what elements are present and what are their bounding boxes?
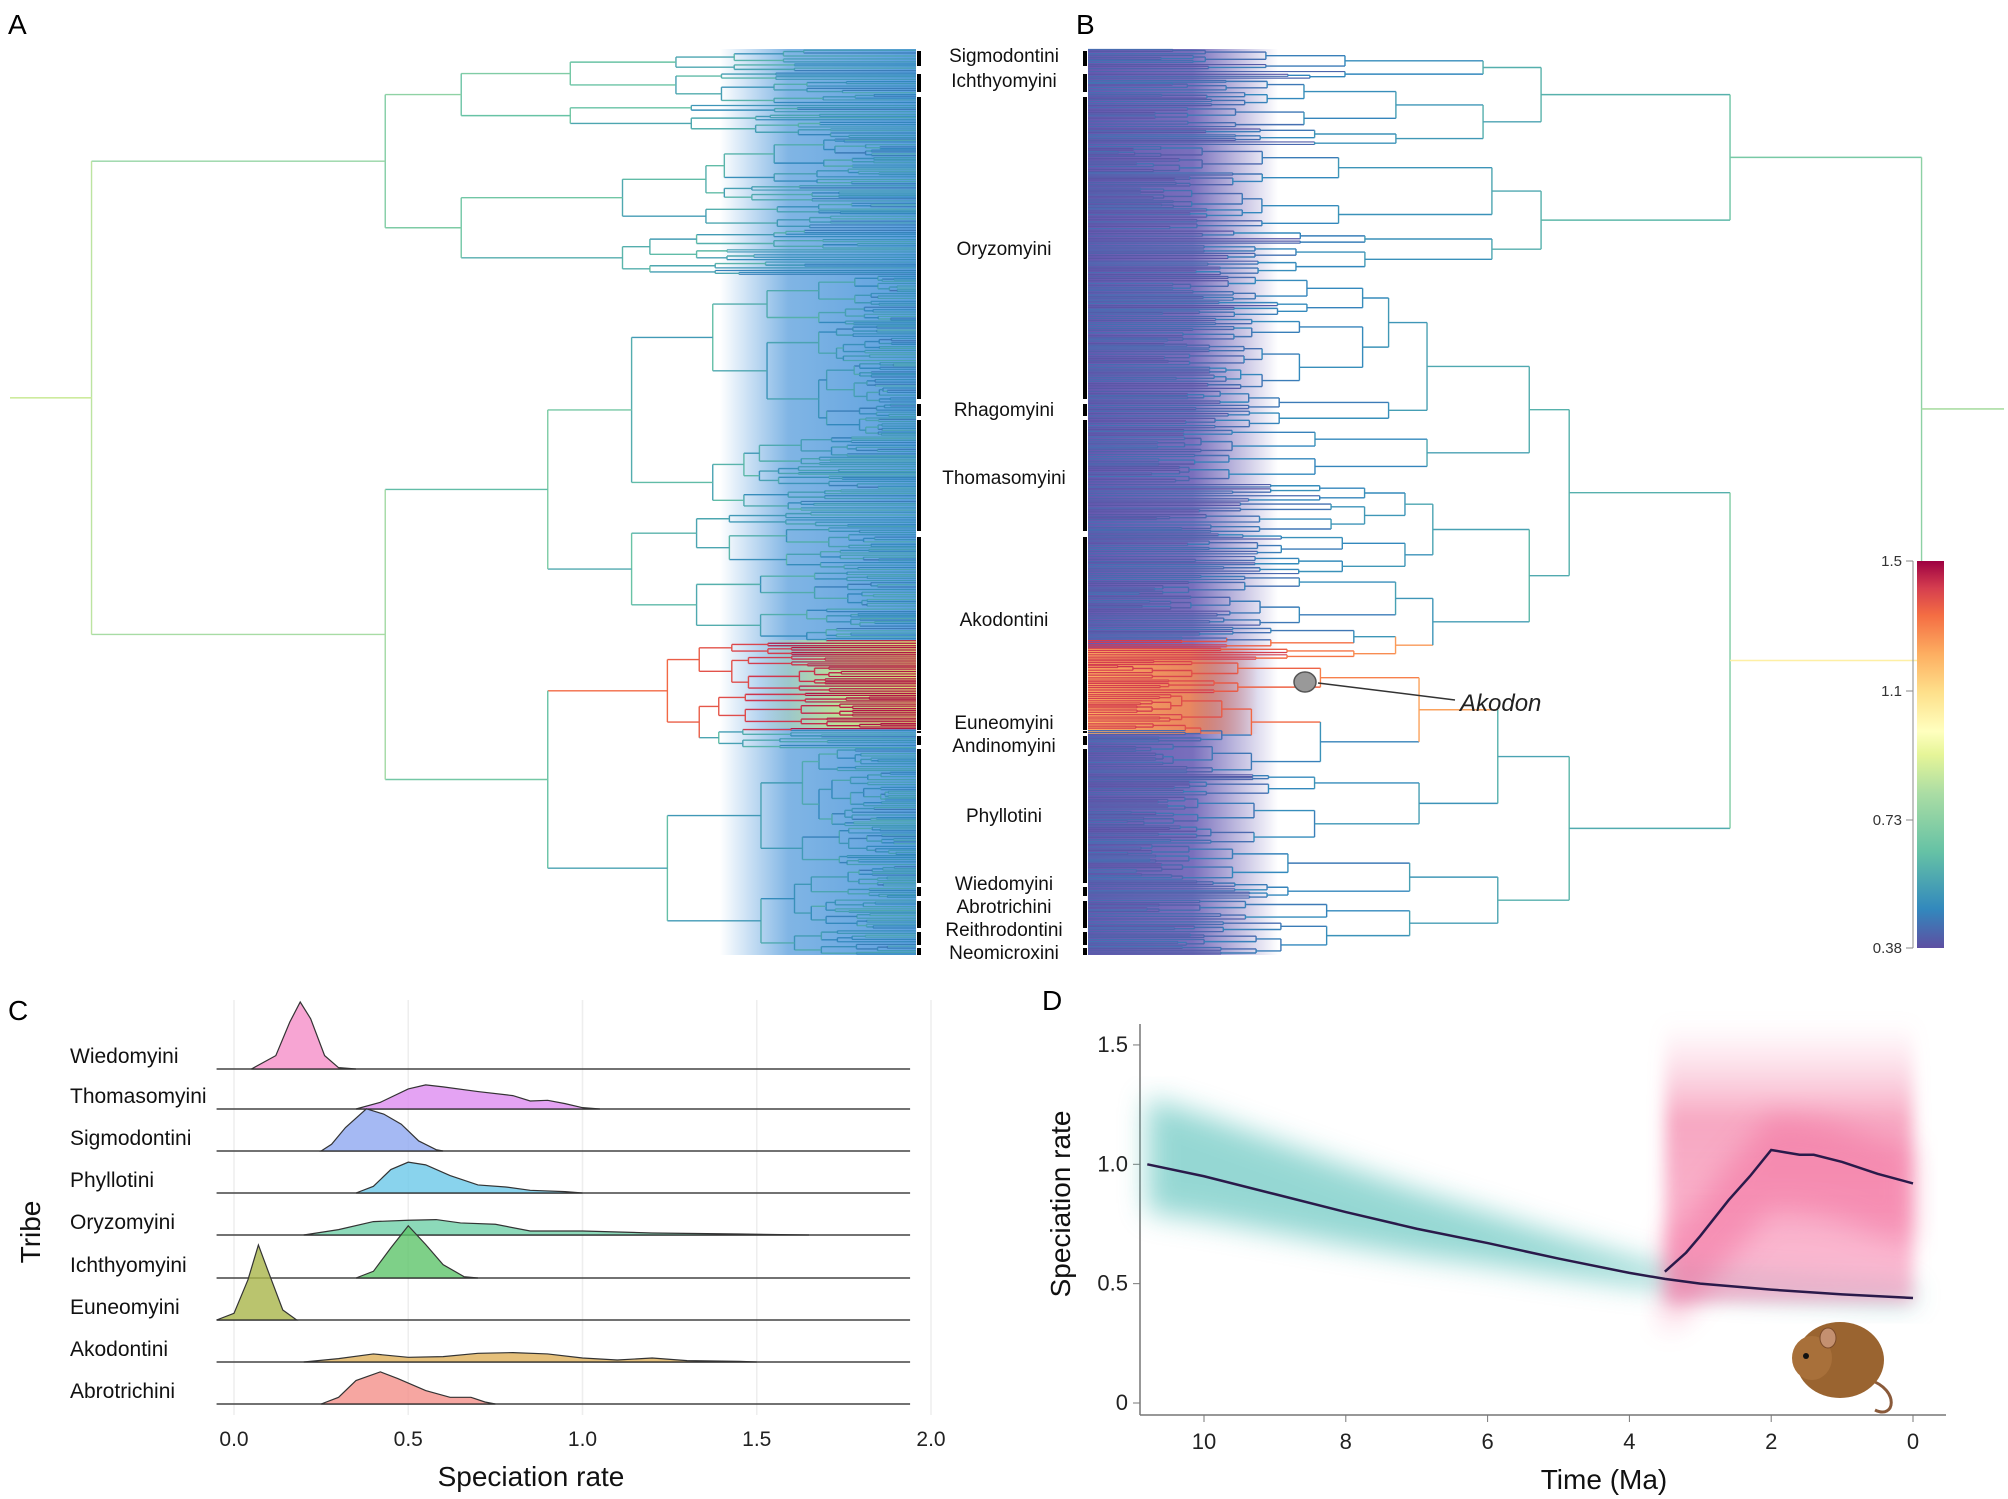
tribe-axis-label: Phyllotini (70, 1169, 154, 1192)
x-tick-label: 0.5 (394, 1428, 423, 1451)
tribe-labels: Sigmodontini Ichthyomyini Oryzomyini Rhagom… (917, 46, 1087, 964)
y-tick-label: 1.5 (1097, 1032, 1128, 1057)
x-tick-label: 1.5 (742, 1428, 771, 1451)
panel-label-d: D (1042, 985, 1062, 1016)
tribe-label: Rhagomyini (954, 400, 1054, 421)
tribe-label: Neomicroxini (949, 943, 1059, 964)
tribe-label: Andinomyini (952, 736, 1056, 757)
tribe-axis-label: Akodontini (70, 1338, 168, 1361)
y-axis-title: Speciation rate (1045, 1111, 1076, 1298)
tribe-label: Wiedomyini (955, 874, 1053, 895)
ridgeline-chart: 0.0 0.5 1.0 1.5 2.0 Wiedomyini Thomasomyini Sig… (15, 1000, 946, 1492)
colorbar-ticks: 1.5 1.1 0.73 0.38 (1873, 553, 1913, 957)
mouse-head (1792, 1336, 1832, 1380)
tribe-axis-label: Wiedomyini (70, 1045, 179, 1068)
background-rate-line (1147, 1163, 1914, 1300)
density-ridge-akodontini (303, 1352, 757, 1363)
tribe-axis-label: Abrotrichini (70, 1380, 175, 1403)
colorbar: 1.5 1.1 0.73 0.38 (1873, 553, 1944, 957)
density-ridge-abrotrichini (320, 1371, 496, 1405)
density-ridge-ichthyomyini (355, 1224, 479, 1279)
density-ridge-oryzomyini (303, 1218, 810, 1236)
colorbar-tick-label: 1.1 (1881, 683, 1902, 700)
akodon-label: Akodon (1458, 690, 1541, 717)
mouse-illustration (1792, 1322, 1893, 1414)
x-tick-label: 2 (1765, 1429, 1777, 1454)
y-tick-label: 1.0 (1097, 1151, 1128, 1176)
x-tick-label: 0 (1907, 1429, 1919, 1454)
phylogeny-tree-b (1088, 48, 2004, 955)
colorbar-tick-label: 0.73 (1873, 812, 1902, 829)
akodon-pointer-line (1317, 682, 1456, 701)
mouse-tail (1869, 1378, 1893, 1414)
akodon-node-marker (1293, 671, 1317, 693)
tribe-label: Sigmodontini (949, 46, 1059, 67)
tribe-label: Oryzomyini (956, 239, 1051, 260)
x-tick-label: 2.0 (916, 1428, 945, 1451)
rate-through-time-chart: 10 8 6 4 2 0 0 0.5 1.0 1.5 Speciation rate Time (Ma… (1045, 1021, 1946, 1495)
panel-label-a: A (8, 9, 27, 40)
panel-label-b: B (1076, 9, 1095, 40)
tribe-label: Akodontini (960, 610, 1049, 631)
density-ridge-euneomyini (216, 1243, 299, 1321)
tribe-label: Ichthyomyini (951, 71, 1057, 92)
x-tick-label: 0.0 (219, 1428, 248, 1451)
panel-label-c: C (8, 995, 28, 1026)
colorbar-tick-label: 0.38 (1873, 940, 1902, 957)
x-tick-label: 8 (1340, 1429, 1352, 1454)
phylogeny-tree-a (10, 49, 916, 955)
akodon-rate-line (1664, 1148, 1914, 1273)
y-axis-title: Tribe (15, 1201, 46, 1264)
density-ridge-phyllotini (355, 1161, 583, 1194)
density-ridge-sigmodontini (319, 1108, 444, 1152)
akodon-rate-core-band (1664, 1114, 1913, 1332)
x-tick-label: 4 (1623, 1429, 1635, 1454)
tribe-label: Euneomyini (954, 713, 1053, 734)
x-tick-label: 10 (1192, 1429, 1216, 1454)
x-tick-label: 1.0 (568, 1428, 597, 1451)
tribe-axis-label: Oryzomyini (70, 1211, 175, 1234)
tribe-label: Reithrodontini (945, 920, 1062, 941)
tribe-label: Abrotrichini (956, 897, 1051, 918)
tribe-axis-label: Thomasomyini (70, 1085, 207, 1108)
colorbar-tick-label: 1.5 (1881, 553, 1902, 570)
x-axis-title: Time (Ma) (1541, 1464, 1668, 1495)
tribe-axis-label: Sigmodontini (70, 1127, 191, 1150)
mouse-eye (1803, 1353, 1809, 1359)
y-tick-label: 0 (1116, 1390, 1128, 1415)
tribe-axis-label: Euneomyini (70, 1296, 180, 1319)
mouse-ear (1819, 1327, 1837, 1349)
density-ridge-thomasomyini (355, 1084, 600, 1110)
colorbar-gradient (1917, 561, 1944, 948)
density-ridge-wiedomyini (251, 1000, 357, 1070)
tribe-label: Thomasomyini (942, 468, 1066, 489)
x-axis-title: Speciation rate (438, 1461, 625, 1492)
tribe-label: Phyllotini (966, 806, 1042, 827)
y-tick-label: 0.5 (1097, 1271, 1128, 1296)
x-tick-label: 6 (1481, 1429, 1493, 1454)
tribe-axis-label: Ichthyomyini (70, 1254, 187, 1277)
